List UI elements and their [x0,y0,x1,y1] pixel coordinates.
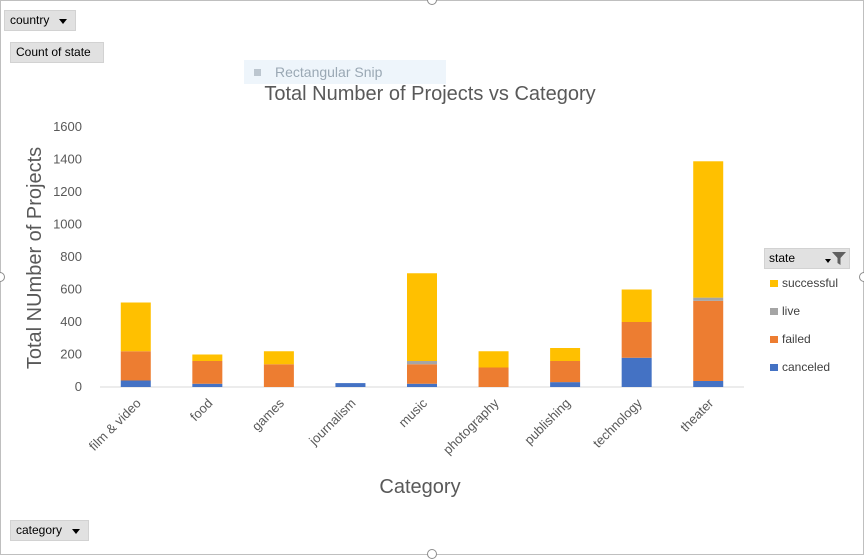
bar-segment-successful-technology[interactable] [621,289,652,323]
legend-label: failed [782,332,811,346]
x-tick-label: photography [440,395,502,457]
legend-label: successful [782,276,839,290]
legend-swatch [770,336,778,343]
x-tick-label: technology [590,395,645,450]
bar-segment-canceled-journalism[interactable] [335,383,366,387]
y-tick-label: 800 [60,249,82,264]
dropdown-arrow-icon [825,259,831,263]
state-legend-filter-button[interactable]: state [764,248,850,269]
category-filter-button[interactable]: category [10,520,89,541]
rectangular-snip-overlay: Rectangular Snip [244,60,446,84]
bar-segment-successful-games[interactable] [263,351,294,365]
bar-segment-canceled-technology[interactable] [621,357,652,387]
legend-label: live [782,304,801,318]
x-tick-label: theater [677,395,717,435]
y-tick-label: 1200 [53,184,82,199]
y-tick-label: 1400 [53,152,82,167]
filter-icon [832,252,846,265]
resize-handle-right[interactable] [859,272,864,282]
legend-swatch [770,364,778,371]
x-tick-label: publishing [521,396,573,448]
x-axis-label: Category [379,476,460,498]
value-field-button[interactable]: Count of state [10,42,104,63]
bar-segment-live-theater[interactable] [693,297,724,301]
y-axis-label: Total NUmber of Projects [24,147,46,369]
bar-segment-successful-publishing[interactable] [550,348,581,361]
bar-segment-canceled-theater[interactable] [693,380,724,387]
bar-segment-failed-technology[interactable] [621,322,652,358]
x-tick-label: journalism [305,396,358,449]
bar-segment-failed-film-video[interactable] [120,351,151,381]
snip-square-icon [254,69,261,76]
bar-segment-successful-music[interactable] [407,273,437,361]
bar-segment-failed-theater[interactable] [693,300,724,381]
bar-segment-canceled-food[interactable] [192,383,223,387]
bar-segment-successful-theater[interactable] [693,161,724,298]
bar-segment-canceled-publishing[interactable] [550,382,581,387]
legend-label: canceled [782,360,831,374]
legend-header-label: state [769,251,796,265]
bar-segment-successful-food[interactable] [192,354,223,362]
snip-label: Rectangular Snip [275,64,383,80]
chart-title: Total Number of Projects vs Category [264,83,595,105]
y-tick-label: 200 [60,347,82,362]
bar-segment-canceled-film-video[interactable] [120,380,151,388]
x-tick-label: games [249,395,288,434]
bar-segment-failed-food[interactable] [192,361,223,384]
bars-group [120,161,724,388]
x-tick-label: music [396,395,431,430]
bar-segment-canceled-music[interactable] [407,383,437,387]
bar-segment-live-music[interactable] [407,361,437,365]
country-filter-label: country [10,13,50,27]
country-filter-button[interactable]: country [4,10,76,31]
x-tick-label: food [187,396,216,425]
bar-segment-successful-photography[interactable] [478,351,509,368]
bar-segment-successful-film-video[interactable] [120,302,151,352]
bar-segment-failed-music[interactable] [407,364,437,384]
dropdown-arrow-icon [72,529,80,534]
category-filter-label: category [16,523,63,537]
y-tick-label: 1600 [53,119,82,134]
bar-segment-failed-publishing[interactable] [550,361,581,383]
legend-swatch [770,308,778,315]
value-field-label: Count of state [16,45,91,59]
x-tick-label: film & video [86,396,144,454]
bar-segment-failed-photography[interactable] [478,367,509,388]
y-tick-label: 400 [60,314,82,329]
legend-swatch [770,280,778,287]
y-tick-label: 0 [75,379,82,394]
dropdown-arrow-icon [59,19,67,24]
x-axis-ticks: film & video food games journalism music phot… [86,395,717,457]
bar-segment-failed-games[interactable] [263,364,294,387]
y-tick-label: 600 [60,282,82,297]
y-axis-ticks: 0 200 400 600 800 1000 1200 1400 1600 [53,119,82,394]
y-tick-label: 1000 [53,217,82,232]
